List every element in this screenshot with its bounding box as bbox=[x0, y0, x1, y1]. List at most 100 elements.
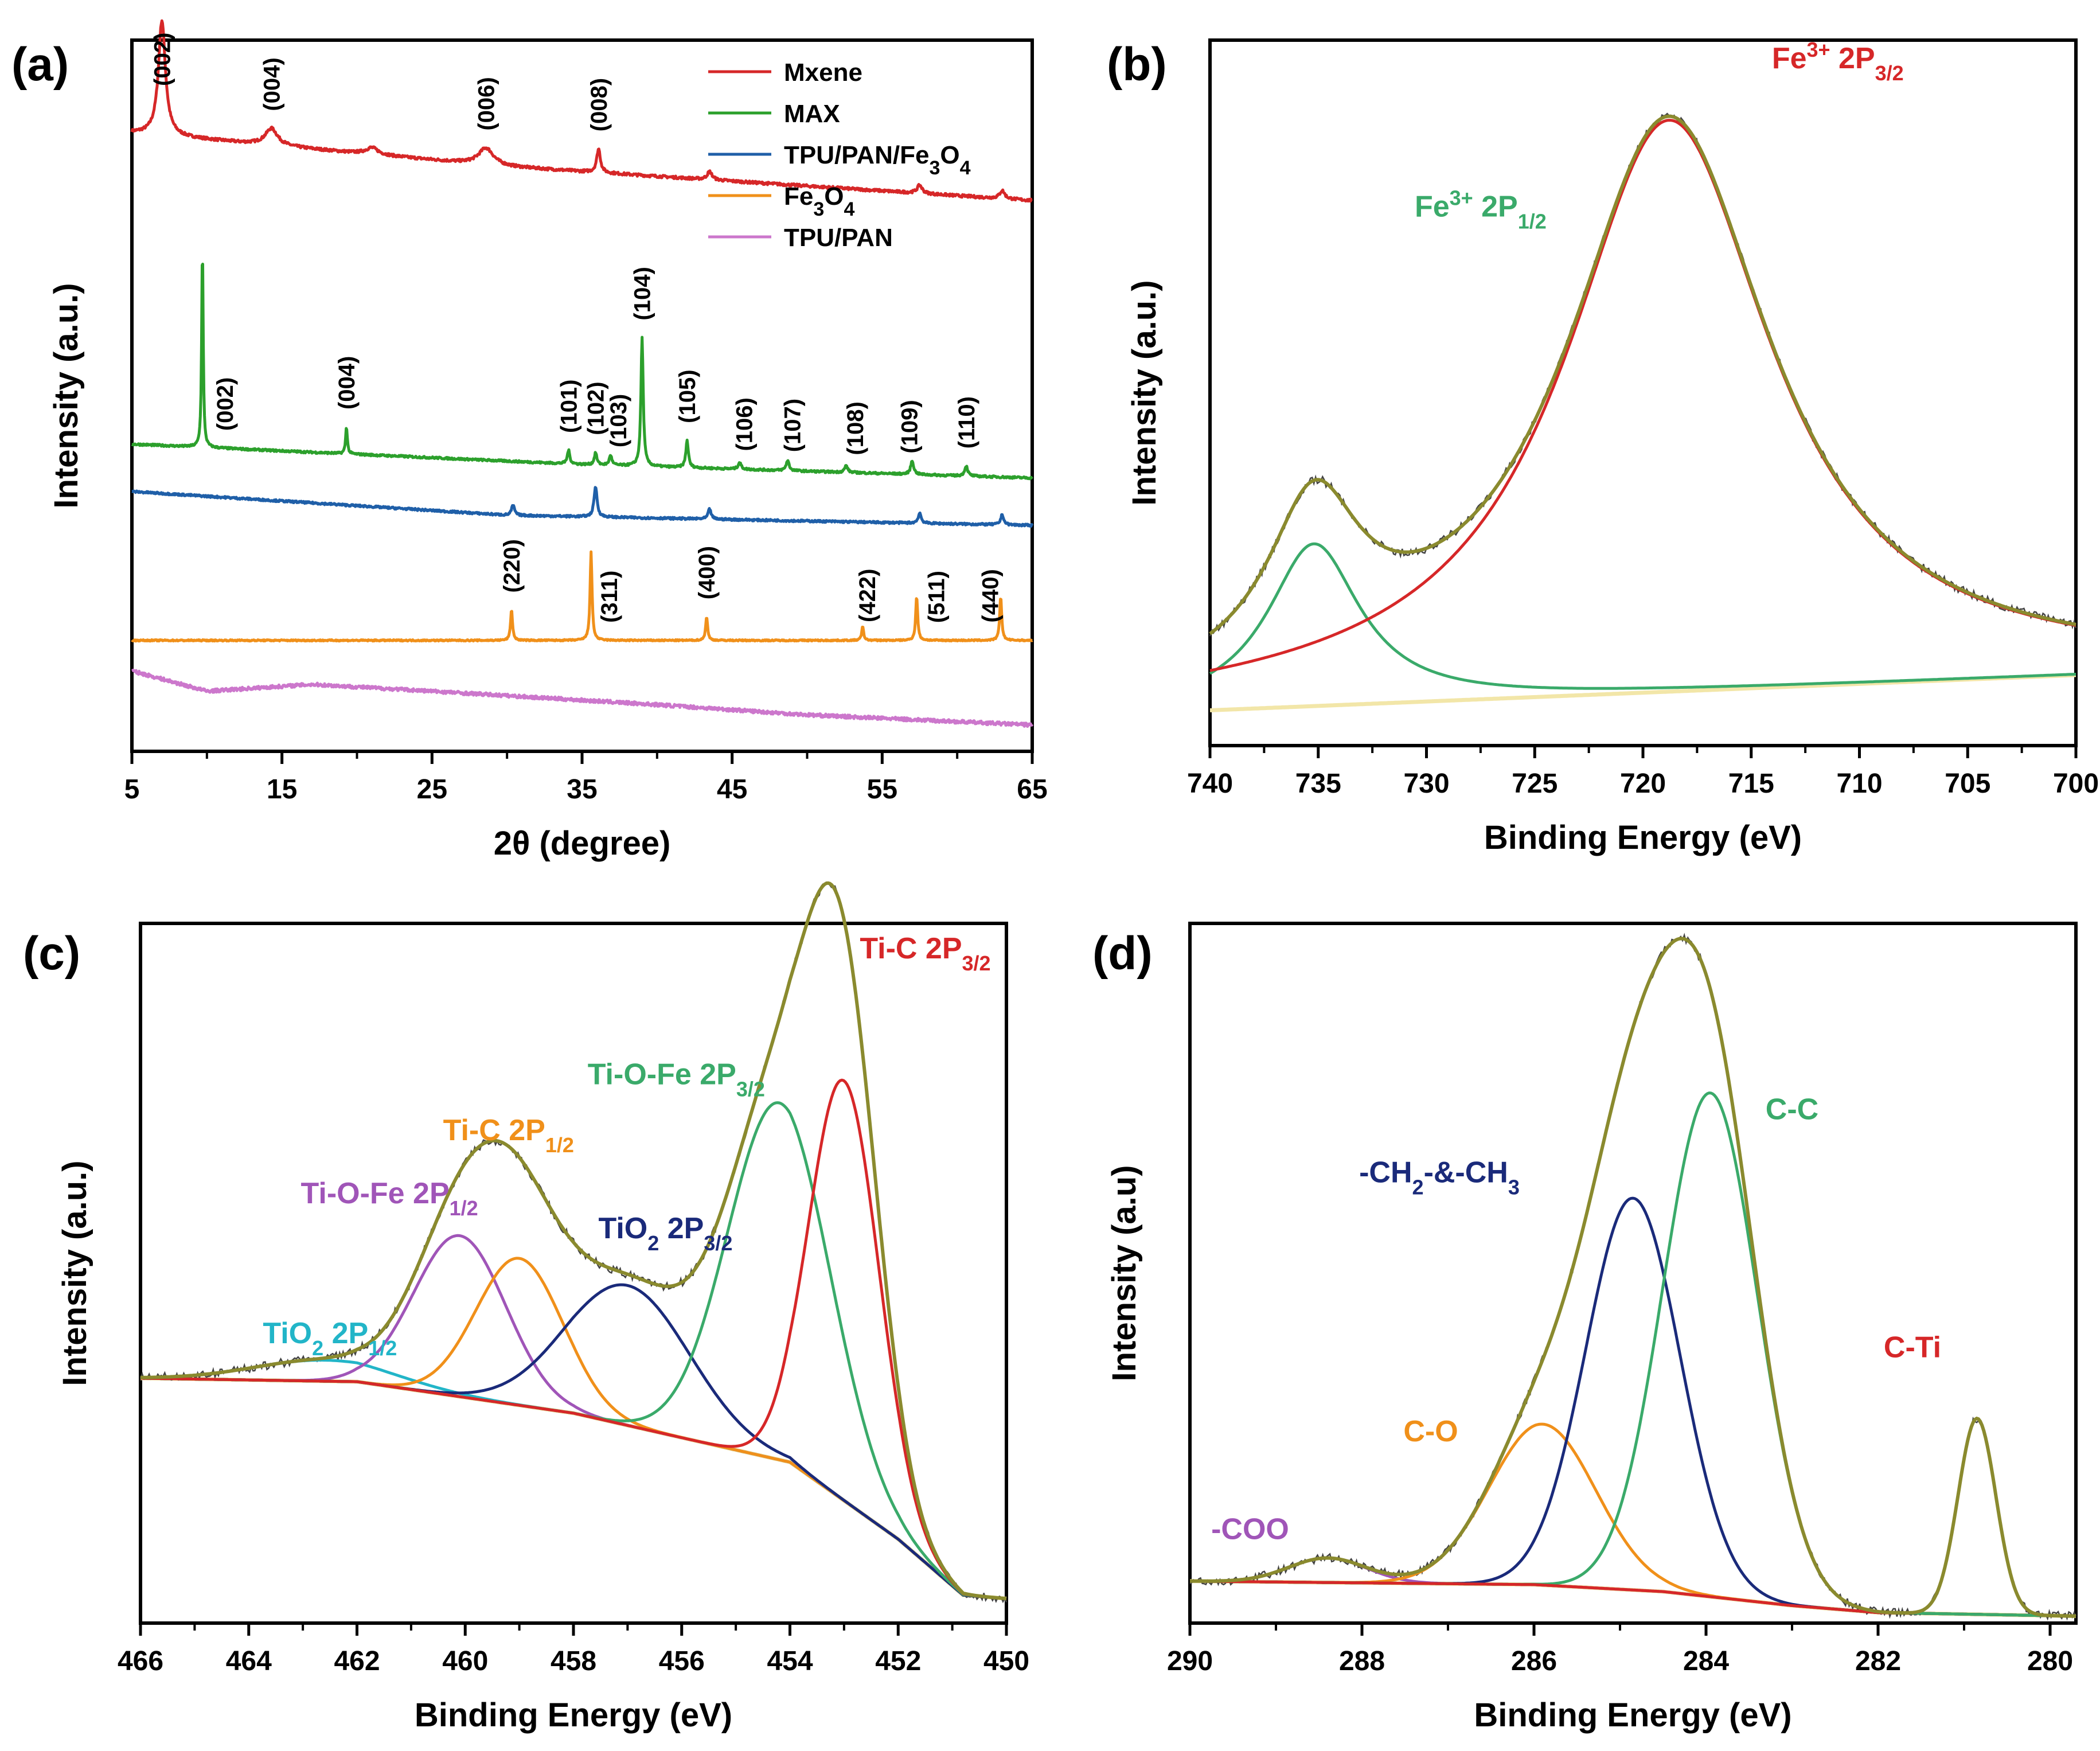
panel-label: (c) bbox=[23, 927, 80, 980]
annotation-part: 3 bbox=[1508, 1175, 1520, 1199]
peak-annotation: Fe3+ 2P1/2 bbox=[1415, 186, 1547, 233]
peak-annotation: C-O bbox=[1403, 1415, 1458, 1448]
peak-annotation: C-C bbox=[1766, 1093, 1818, 1126]
legend-label: Mxene bbox=[784, 59, 862, 87]
y-axis-label: Intensity (a.u.) bbox=[48, 283, 85, 508]
legend-label: MAX bbox=[784, 100, 840, 128]
x-tick-label: 25 bbox=[417, 774, 447, 805]
hkl-label: (109) bbox=[897, 400, 922, 453]
annotation-part: 1/2 bbox=[1518, 209, 1547, 233]
x-tick-label: 55 bbox=[867, 774, 897, 805]
annotation-part: C-C bbox=[1766, 1093, 1818, 1126]
x-tick-label: 710 bbox=[1836, 769, 1882, 799]
series-line-tpu-pan-fe3o4 bbox=[131, 486, 1034, 528]
series-line-fe3o4 bbox=[131, 550, 1033, 643]
envelope-fit-line bbox=[1190, 937, 2076, 1618]
component-peak-2 bbox=[140, 1257, 1007, 1600]
envelope-fit-line bbox=[1209, 114, 2076, 635]
x-tick-label: 720 bbox=[1620, 769, 1666, 799]
series-line-max bbox=[131, 263, 1033, 481]
annotation-part: 3/2 bbox=[962, 951, 991, 975]
annotation-part: Ti-C 2P bbox=[443, 1114, 545, 1147]
hkl-label: (106) bbox=[732, 397, 758, 451]
hkl-label: (440) bbox=[978, 569, 1004, 622]
legend-text-part: Fe bbox=[784, 182, 813, 210]
panel-label: (d) bbox=[1092, 927, 1153, 980]
x-tick-label: 280 bbox=[2027, 1646, 2073, 1676]
x-tick-label: 456 bbox=[659, 1646, 705, 1676]
x-tick-label: 282 bbox=[1855, 1646, 1901, 1676]
annotation-part: 2 bbox=[647, 1231, 659, 1255]
x-axis-label: 2θ (degree) bbox=[494, 825, 671, 862]
background-line bbox=[140, 1376, 1007, 1601]
legend-text-part: MAX bbox=[784, 100, 840, 128]
panel-label: (b) bbox=[1107, 38, 1167, 91]
background-line bbox=[1190, 1579, 2076, 1619]
x-tick-label: 450 bbox=[983, 1646, 1029, 1676]
panel-a: 5 15 25 35 45 55 65 2θ (degree) Intensity (a.u.)… bbox=[11, 19, 1048, 862]
panel-c: 466 464 462 460 458 456 454 452 450 Binding Energ… bbox=[23, 881, 1029, 1734]
hkl-label: (511) bbox=[924, 571, 950, 623]
hkl-label: (110) bbox=[954, 396, 979, 449]
x-tick-label: 735 bbox=[1295, 769, 1341, 799]
x-tick-label: 65 bbox=[1017, 774, 1047, 805]
peak-annotation: Ti-C 2P3/2 bbox=[860, 932, 990, 975]
legend-text-part: 4 bbox=[960, 157, 971, 179]
x-tick-label: 460 bbox=[442, 1646, 488, 1676]
peak-annotation: C-Ti bbox=[1884, 1331, 1941, 1364]
hkl-label: (107) bbox=[780, 399, 805, 452]
x-tick-label: 288 bbox=[1339, 1646, 1385, 1676]
x-axis-label: Binding Energy (eV) bbox=[1474, 1697, 1791, 1734]
x-axis-label: Binding Energy (eV) bbox=[1484, 819, 1802, 856]
x-tick-label: 5 bbox=[124, 774, 140, 805]
x-tick-label: 452 bbox=[875, 1646, 921, 1676]
raw-data-line bbox=[1189, 933, 2077, 1621]
annotation-part: -CH bbox=[1359, 1156, 1412, 1189]
annotation-part: TiO bbox=[599, 1212, 648, 1245]
annotation-part: -COO bbox=[1211, 1513, 1289, 1546]
x-tick-label: 705 bbox=[1945, 769, 1990, 799]
x-tick-label: 725 bbox=[1512, 769, 1558, 799]
hkl-label: (004) bbox=[259, 57, 284, 111]
annotation-part: 3/2 bbox=[736, 1077, 765, 1101]
component-peak-1 bbox=[1209, 119, 2076, 672]
x-tick-label: 466 bbox=[118, 1646, 163, 1676]
legend-text-part: 3 bbox=[813, 198, 824, 220]
plot-frame bbox=[139, 922, 1008, 1625]
panel-label: (a) bbox=[11, 38, 69, 91]
x-tick-label: 290 bbox=[1167, 1646, 1213, 1676]
x-tick-label: 740 bbox=[1187, 769, 1233, 799]
annotation-part: TiO bbox=[263, 1317, 312, 1350]
hkl-label: (220) bbox=[499, 539, 525, 592]
annotation-part: 2 bbox=[312, 1336, 323, 1360]
annotation-part: 1/2 bbox=[545, 1133, 574, 1157]
component-peak-0 bbox=[140, 1359, 1007, 1600]
x-axis-label: Binding Energy (eV) bbox=[415, 1697, 732, 1734]
x-tick-label: 458 bbox=[551, 1646, 596, 1676]
annotation-part: C-Ti bbox=[1884, 1331, 1941, 1364]
component-peak-5 bbox=[140, 1078, 1007, 1600]
annotation-part: Ti-O-Fe 2P bbox=[301, 1177, 450, 1210]
hkl-label: (102) bbox=[584, 381, 609, 435]
annotation-part: -&-CH bbox=[1424, 1156, 1508, 1189]
peak-annotation: TiO2 2P3/2 bbox=[599, 1212, 733, 1255]
y-axis-label: Intensity (a.u.) bbox=[56, 1160, 93, 1386]
component-peak-4 bbox=[1190, 1417, 2076, 1618]
x-tick-label: 700 bbox=[2053, 769, 2099, 799]
annotation-part: 2P bbox=[323, 1317, 368, 1350]
legend-label: TPU/PAN bbox=[784, 224, 893, 252]
annotation-part: C-O bbox=[1403, 1415, 1458, 1448]
series-line-mxene bbox=[130, 19, 1033, 203]
annotation-part: 2 bbox=[1412, 1175, 1424, 1199]
hkl-label: (101) bbox=[556, 380, 581, 433]
plot-frame bbox=[1188, 922, 2078, 1625]
legend-text-part: 3 bbox=[929, 157, 940, 179]
component-peak-3 bbox=[1190, 1091, 2076, 1618]
legend-text-part: 4 bbox=[844, 198, 855, 220]
legend-text-part: TPU/PAN/Fe bbox=[784, 141, 929, 169]
hkl-label: (108) bbox=[843, 401, 868, 455]
annotation-part: 3/2 bbox=[1875, 61, 1904, 85]
annotation-part: 3+ bbox=[1450, 186, 1473, 209]
annotation-part: 1/2 bbox=[450, 1196, 478, 1220]
